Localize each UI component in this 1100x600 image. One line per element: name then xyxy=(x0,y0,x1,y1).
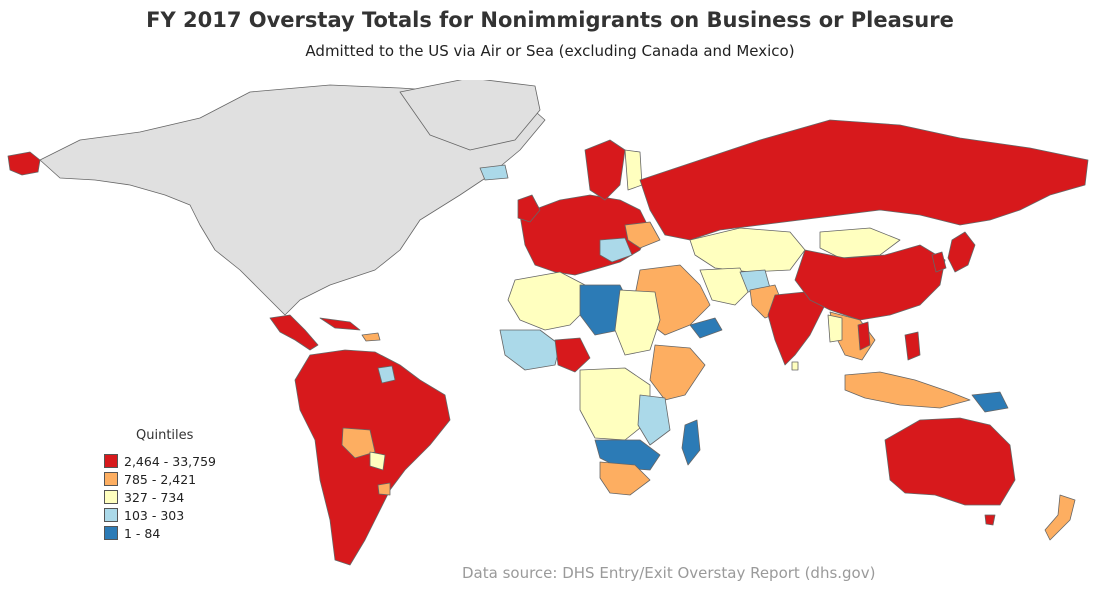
kazakhstan-region xyxy=(689,227,806,273)
korea-region xyxy=(931,251,947,273)
finland-region xyxy=(624,149,643,191)
myanmar-region xyxy=(827,314,843,343)
alaska-region xyxy=(7,151,41,176)
caribbean-islands-region xyxy=(361,332,381,342)
south-africa-region xyxy=(599,461,651,496)
north-africa-west-region xyxy=(507,271,591,331)
cuba-region xyxy=(319,317,361,331)
legend-label: 1 - 84 xyxy=(124,525,161,541)
russia-region xyxy=(639,119,1089,241)
legend-label: 785 - 2,421 xyxy=(124,471,197,487)
central-africa-region xyxy=(579,367,651,441)
uruguay-region xyxy=(377,482,391,496)
world-map xyxy=(7,80,1089,566)
data-source-note: Data source: DHS Entry/Exit Overstay Rep… xyxy=(462,564,876,582)
map-title: FY 2017 Overstay Totals for Nonimmigrant… xyxy=(146,8,954,32)
iran-region xyxy=(699,267,751,306)
north-america-region xyxy=(39,84,546,316)
paraguay-region xyxy=(369,451,386,471)
west-africa-region xyxy=(499,329,561,371)
legend-item: 2,464 - 33,759 xyxy=(100,453,270,469)
madagascar-region xyxy=(681,419,701,466)
balkans-region xyxy=(599,237,633,263)
egypt-sudan-region xyxy=(614,289,661,356)
legend-item: 785 - 2,421 xyxy=(100,471,270,487)
greenland-region xyxy=(399,80,541,151)
legend-swatch xyxy=(104,526,118,540)
legend-label: 2,464 - 33,759 xyxy=(124,453,216,469)
legend-swatch xyxy=(104,490,118,504)
guiana-region xyxy=(377,365,396,384)
japan-region xyxy=(947,231,976,273)
eastern-europe-region xyxy=(624,221,661,249)
east-africa-region xyxy=(637,394,671,446)
legend-title: Quintiles xyxy=(136,428,194,443)
legend-label: 103 - 303 xyxy=(124,507,185,523)
legend-swatch xyxy=(104,508,118,522)
indonesia-region xyxy=(844,371,971,409)
scandinavia-region xyxy=(584,139,626,201)
southern-africa-north-region xyxy=(594,439,661,471)
legend-item: 103 - 303 xyxy=(100,507,270,523)
legend: Quintiles 2,464 - 33,759 785 - 2,421 327… xyxy=(100,428,270,543)
philippines-region xyxy=(904,331,921,361)
legend-item: 1 - 84 xyxy=(100,525,270,541)
sri-lanka-region xyxy=(791,361,799,371)
new-zealand-region xyxy=(1044,494,1076,541)
map-subtitle: Admitted to the US via Air or Sea (exclu… xyxy=(305,42,795,60)
legend-swatch xyxy=(104,454,118,468)
uk-region xyxy=(517,194,541,223)
legend-swatch xyxy=(104,472,118,486)
legend-item: 327 - 734 xyxy=(100,489,270,505)
australia-region xyxy=(884,417,1016,506)
bolivia-region xyxy=(341,427,376,459)
papua-region xyxy=(971,391,1009,413)
central-america-region xyxy=(269,314,319,351)
horn-of-africa-region xyxy=(649,344,706,401)
vietnam-region xyxy=(857,321,871,351)
mongolia-region xyxy=(819,227,901,259)
nigeria-region xyxy=(554,337,591,373)
iceland-region xyxy=(479,164,509,181)
tasmania-region xyxy=(984,514,996,526)
yemen-oman-region xyxy=(689,317,723,339)
china-region xyxy=(794,244,946,321)
legend-label: 327 - 734 xyxy=(124,489,185,505)
